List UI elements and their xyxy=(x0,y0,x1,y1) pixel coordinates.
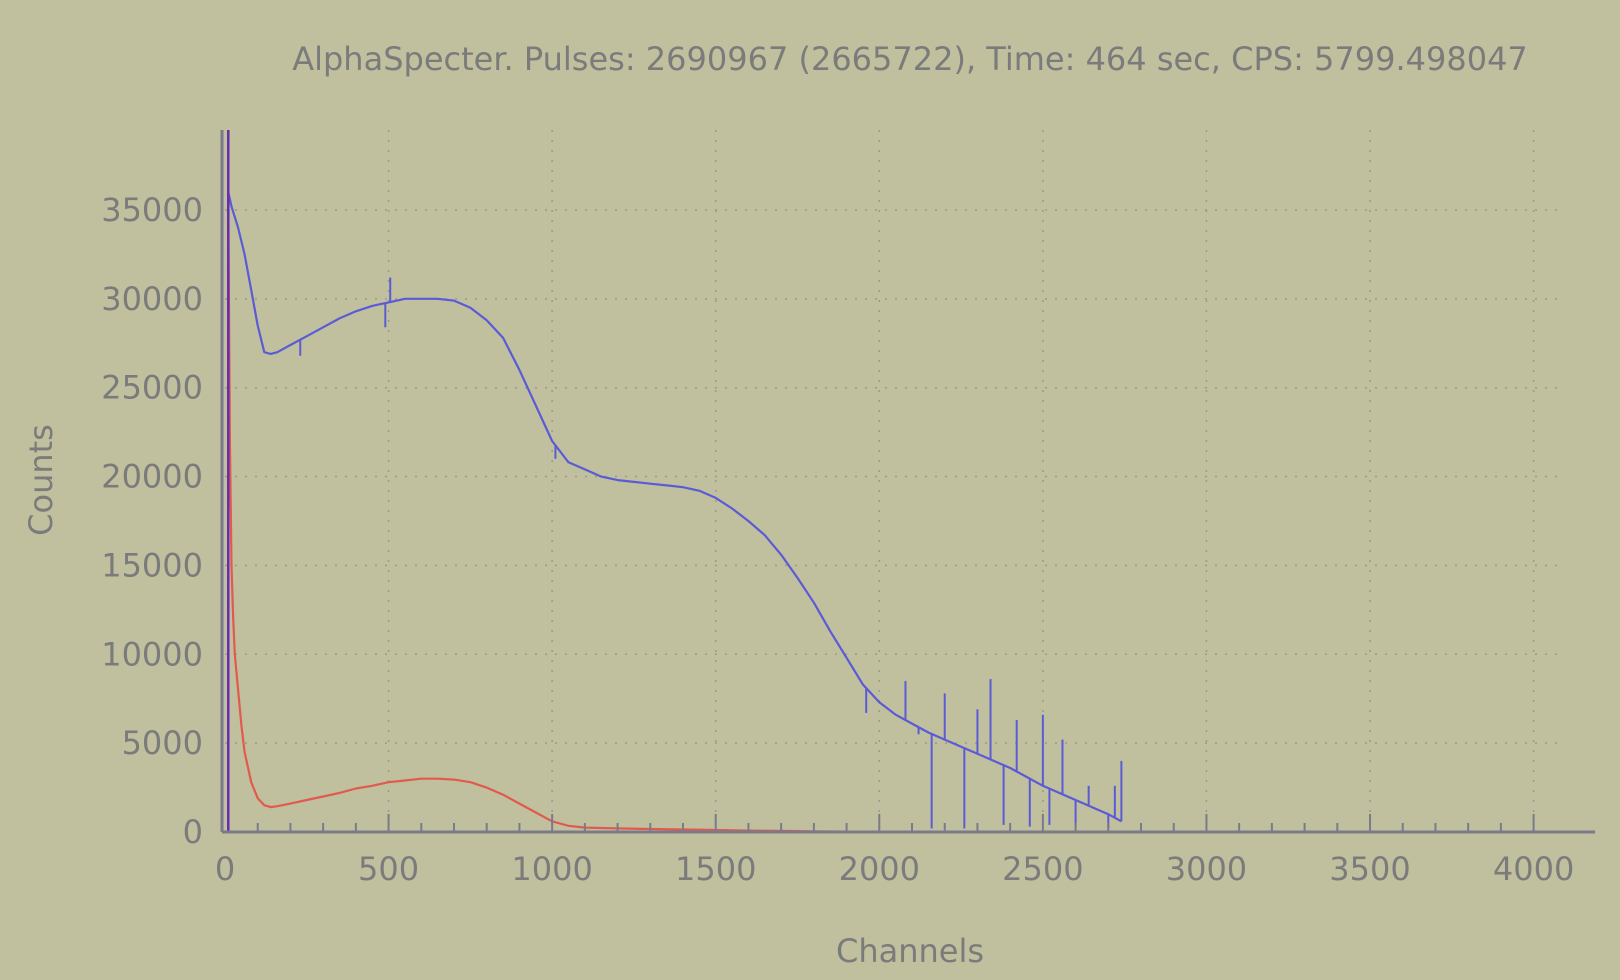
x-tick-label: 3000 xyxy=(1166,850,1247,888)
x-tick-label: 2500 xyxy=(1002,850,1083,888)
x-tick-label: 1000 xyxy=(511,850,592,888)
y-tick-label: 5000 xyxy=(122,724,203,762)
series-layer xyxy=(227,130,1123,833)
axis-layer xyxy=(220,130,1595,834)
x-axis-label: Channels xyxy=(836,932,984,970)
y-tick-label: 15000 xyxy=(101,546,203,584)
x-tick-label: 3500 xyxy=(1329,850,1410,888)
y-tick-label: 35000 xyxy=(101,191,203,229)
y-axis-label: Counts xyxy=(22,424,60,536)
x-tick-label: 2000 xyxy=(839,850,920,888)
y-tick-label: 10000 xyxy=(101,635,203,673)
y-tick-label: 0 xyxy=(183,813,203,851)
grid-layer xyxy=(225,130,1565,832)
series-line-blue xyxy=(227,191,1122,823)
x-tick-label: 1500 xyxy=(675,850,756,888)
series-line-red xyxy=(227,209,880,833)
y-tick-label: 30000 xyxy=(101,280,203,318)
x-tick-label: 500 xyxy=(358,850,419,888)
y-tick-label: 20000 xyxy=(101,458,203,496)
x-tick-label: 4000 xyxy=(1493,850,1574,888)
tick-layer: 0 500 1000 1500 2000 2500 3000 3500 4000 0 5000 100… xyxy=(101,191,1574,888)
y-tick-label: 25000 xyxy=(101,369,203,407)
chart-title: AlphaSpecter. Pulses: 2690967 (2665722),… xyxy=(292,40,1528,78)
x-tick-label: 0 xyxy=(215,850,235,888)
